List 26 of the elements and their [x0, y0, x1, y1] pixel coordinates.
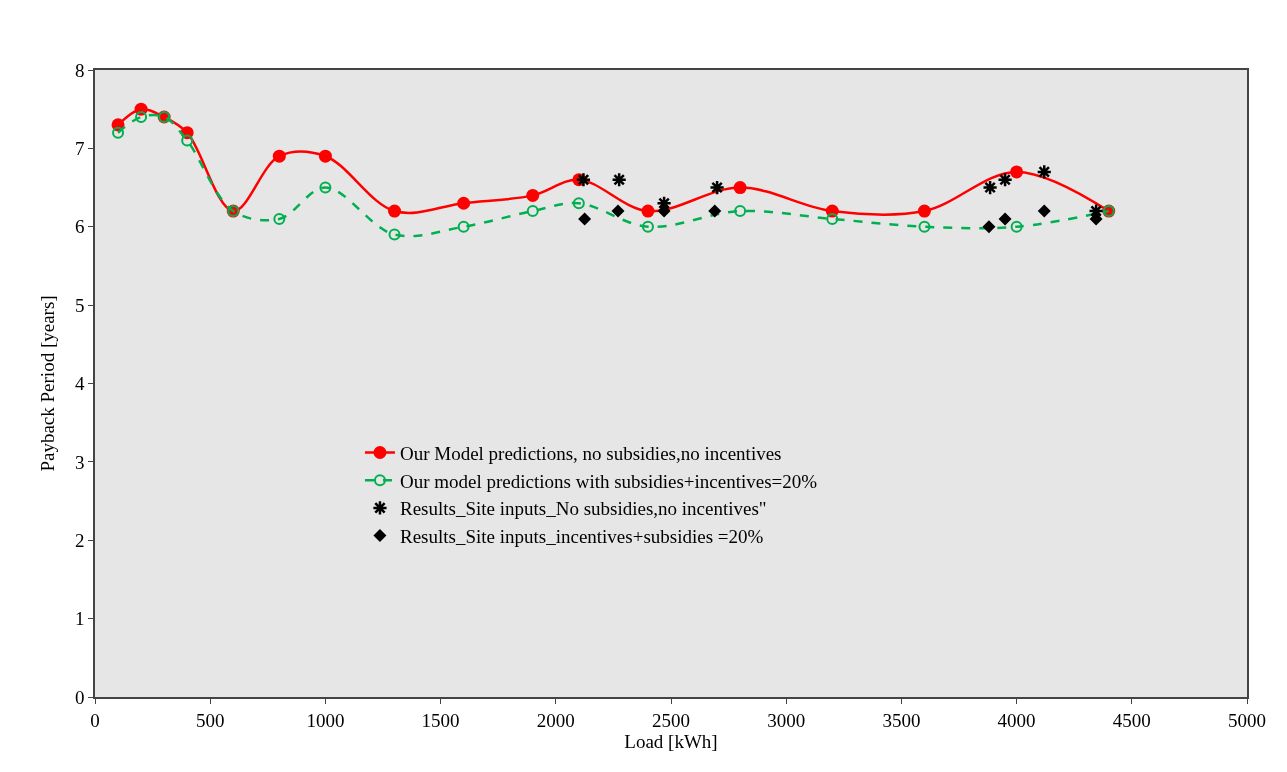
x-tick-label: 5000	[1228, 709, 1266, 731]
x-axis-title: Load [kWh]	[624, 730, 718, 752]
x-tick-label: 4500	[1112, 709, 1151, 731]
x-tick-label: 2000	[536, 709, 575, 731]
y-tick-label: 8	[74, 59, 85, 81]
y-tick-label: 1	[74, 608, 85, 630]
x-tick-label: 0	[90, 709, 100, 731]
x-tick-label: 3500	[882, 709, 921, 731]
x-tick-label: 2500	[652, 709, 690, 731]
x-tick-label: 500	[195, 709, 225, 731]
y-tick-label: 5	[74, 294, 85, 316]
legend-label: Results_Site inputs_incentives+subsidies =20%	[399, 526, 764, 548]
x-tick-label: 1000	[306, 709, 345, 731]
y-tick-label: 7	[74, 138, 85, 160]
y-tick-label: 3	[74, 451, 85, 473]
x-tick-label: 1500	[421, 709, 460, 731]
y-tick-label: 2	[74, 529, 85, 551]
y-tick-label: 4	[74, 373, 85, 395]
y-tick-label: 0	[74, 686, 85, 708]
y-axis-title: Payback Period [years]	[37, 295, 59, 472]
legend-label: Results_Site inputs_No subsidies,no incentives"	[399, 498, 767, 520]
x-tick-label: 4000	[997, 709, 1036, 731]
x-tick-label: 3000	[767, 709, 806, 731]
legend-label: Our model predictions with subsidies+incentives=20%	[399, 470, 818, 492]
legend-label: Our Model predictions, no subsidies,no incentives	[399, 442, 782, 464]
y-tick-label: 6	[74, 216, 85, 238]
